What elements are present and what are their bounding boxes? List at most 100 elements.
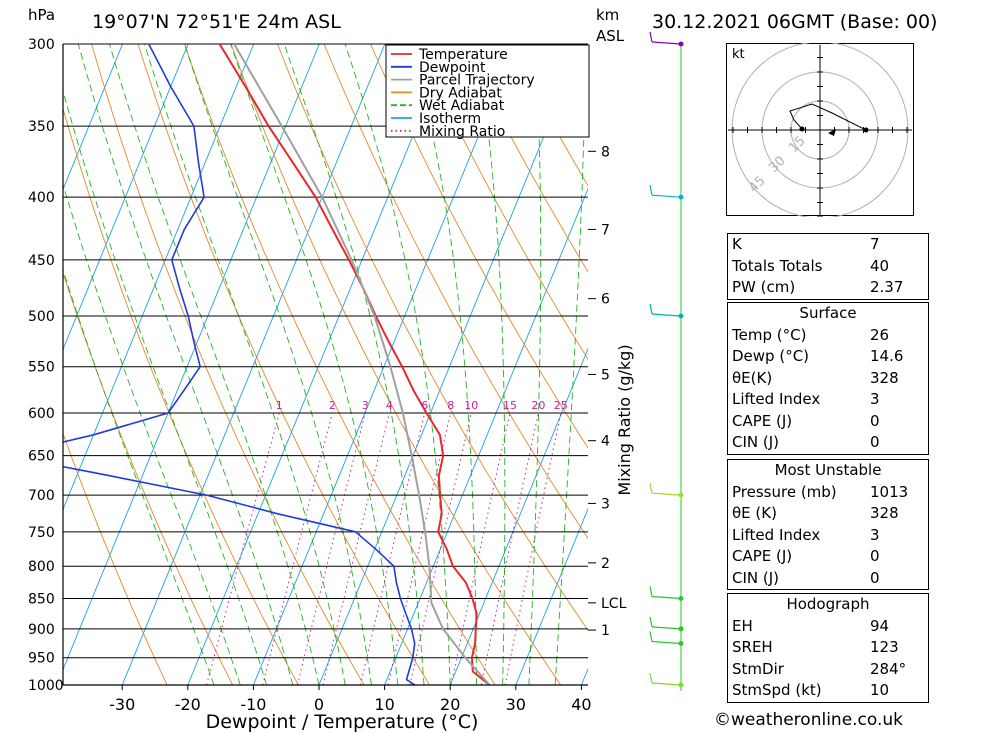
pressure-tick-label: 350 (28, 119, 55, 135)
dry-adiabat-line (63, 107, 299, 685)
location-title: 19°07'N 72°51'E 24m ASL (92, 11, 341, 33)
legend-label: Dewpoint (419, 60, 486, 76)
pressure-tick-label: 300 (28, 37, 55, 53)
x-tick-label: -30 (109, 695, 135, 714)
height-ref: ASL (596, 27, 625, 45)
wind-barb-flag (649, 586, 653, 597)
wet-adiabat-line (554, 44, 587, 685)
axes: -30 -20 -10 0 10 20 30 40 (62, 44, 592, 714)
mixing-ratio-label: 20 (531, 399, 545, 412)
height-tick-label: 5 (601, 367, 610, 383)
x-tick-label: 40 (571, 695, 591, 714)
legend-label: Dry Adiabat (419, 85, 502, 101)
x-tick-label: 30 (506, 695, 526, 714)
hodograph-point (799, 126, 805, 132)
isotherm-line (63, 44, 320, 671)
wet-adiabat-line (528, 44, 542, 685)
height-tick-label: 2 (601, 556, 610, 572)
copyright-link[interactable]: ©weatheronline.co.uk (714, 710, 904, 730)
storm-motion-marker (828, 129, 836, 136)
pressure-tick-label: 600 (28, 406, 55, 422)
wind-barb-dot (678, 41, 684, 47)
hodograph-unit: kt (732, 47, 745, 62)
legend-label: Mixing Ratio (419, 124, 505, 140)
height-tick-label: 6 (601, 292, 610, 308)
height-tick-label: 8 (601, 144, 610, 160)
legend-label: Parcel Trajectory (419, 73, 535, 89)
index-row: Lifted Index 3 (732, 390, 880, 408)
dry-adiabat-line (370, 44, 588, 449)
wind-barb (651, 595, 682, 600)
mixing-ratio-label: 2 (329, 399, 336, 412)
mixing-ratio-label: 8 (447, 399, 454, 412)
isotherm-line (515, 507, 588, 685)
isotherm-line (252, 44, 517, 685)
wind-barb (651, 492, 682, 496)
right-axis-label: Mixing Ratio (g/kg) (615, 344, 634, 495)
isobars: 300 350 400 450 500 550 600 650 700 750 800 850 900 9… (28, 37, 588, 694)
wind-barb (651, 313, 682, 317)
dry-adiabat-line (184, 44, 496, 685)
wet-adiabat-line (283, 44, 425, 685)
wind-barb-flag (649, 672, 653, 684)
pressure-tick-label: 450 (28, 253, 55, 269)
wet-adiabat-line (77, 44, 294, 685)
index-row: Dewp (°C) 14.6 (732, 347, 904, 365)
pressure-tick-label: 750 (28, 525, 55, 541)
wind-barb-flag (649, 631, 653, 642)
pressure-tick-label: 650 (28, 449, 55, 465)
pressure-tick-label: 850 (28, 591, 55, 607)
series-dewpoint (63, 44, 416, 685)
mixing-ratio-line (480, 412, 539, 685)
index-row: CAPE (J) 0 (732, 547, 880, 565)
legend-label: Temperature (418, 47, 508, 63)
isotherm-line (187, 44, 451, 685)
height-axis: 8 7 6 5 4 3 2 LCL 1 (588, 144, 627, 639)
index-row: SREH 123 (732, 638, 899, 656)
legend-box (385, 44, 590, 138)
wet-adiabat-line (475, 44, 506, 685)
x-tick-label: 10 (374, 695, 394, 714)
index-row: CIN (J) 0 (732, 568, 880, 587)
hodograph-table: Hodograph EH 94 SREH 123 StmDir 284° StmSpd… (727, 593, 929, 703)
x-tick-label: 20 (440, 695, 460, 714)
dry-adiabat-line (63, 432, 168, 685)
index-row: PW (cm) 2.37 (732, 278, 904, 296)
mixing-ratio-label: 15 (503, 399, 517, 412)
mixing-ratio-line (450, 412, 511, 685)
dry-adiabat-line (63, 271, 234, 685)
wind-barb (651, 194, 682, 198)
isotherm-line (384, 187, 588, 685)
dry-adiabat-line (277, 44, 588, 632)
wet-adiabat-line (63, 183, 241, 685)
pressure-tick-label: 500 (28, 309, 55, 325)
dry-adiabat-line (463, 44, 588, 273)
index-row: StmDir 284° (732, 659, 907, 678)
dry-adiabat-line (230, 44, 562, 685)
x-tick-label: -10 (240, 695, 266, 714)
wet-adiabat-line (344, 44, 451, 685)
wet-adiabat-line (410, 44, 477, 685)
height-unit: km (596, 6, 619, 24)
legend-label: Isotherm (419, 111, 481, 127)
wet-adiabat-line (63, 89, 267, 685)
x-tick-label: 0 (314, 695, 324, 714)
height-tick-label: 7 (601, 222, 610, 238)
legend-label: Wet Adiabat (419, 98, 505, 114)
wind-barb-dot (678, 492, 684, 498)
wind-barb-dot (678, 682, 684, 688)
hodograph-point (863, 127, 869, 133)
wind-barb (651, 640, 682, 645)
wind-barb (651, 682, 682, 686)
wind-barb-dot (678, 313, 684, 319)
index-row: CIN (J) 0 (732, 433, 880, 451)
index-row: Totals Totals 40 (732, 256, 890, 275)
index-row: StmSpd (kt) 10 (732, 681, 890, 699)
height-tick-label: 3 (601, 496, 610, 512)
index-row: Pressure (mb) 1013 (732, 482, 909, 501)
mixing-ratio-labels: 1 2 3 4 6 8 10 15 20 25 (276, 399, 568, 412)
pressure-tick-label: 400 (28, 190, 55, 206)
mixing-ratio-label: 25 (554, 399, 568, 412)
